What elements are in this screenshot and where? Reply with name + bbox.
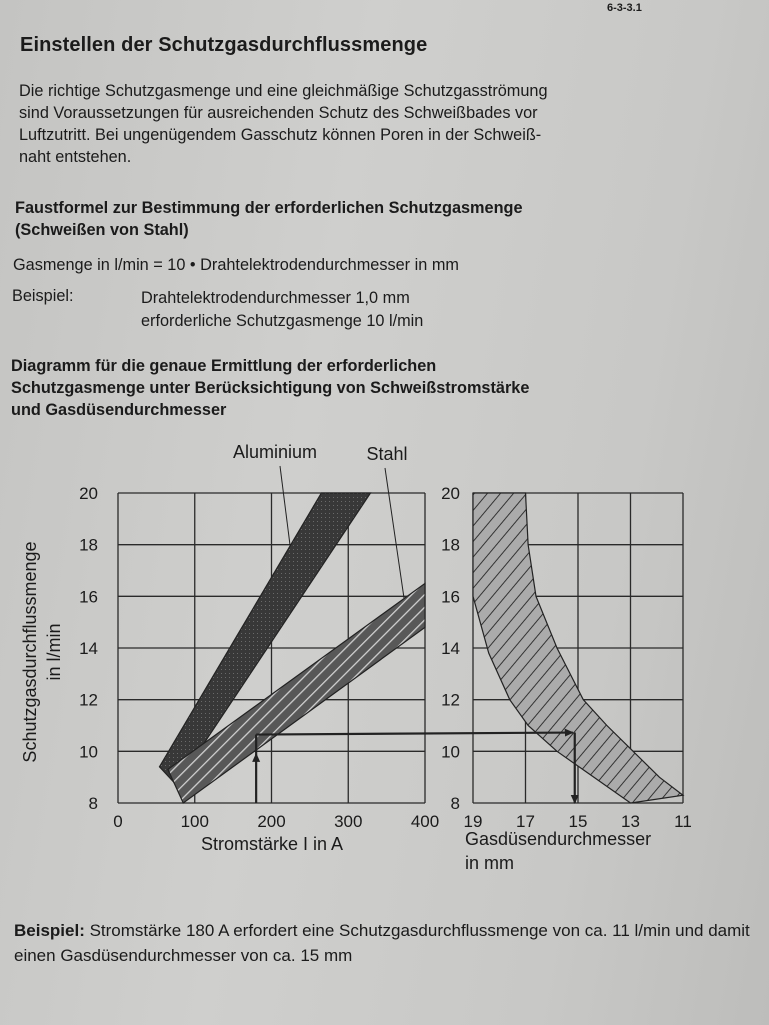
stahl-leader-line (384, 467, 405, 599)
y-tick-label: 14 (441, 639, 460, 658)
diagram-heading: Diagramm für die genaue Ermittlung der e… (11, 355, 529, 421)
heading-line: Diagramm für die genaue Ermittlung der e… (11, 357, 437, 375)
text-line: sind Voraussetzungen für ausreichenden S… (19, 104, 538, 122)
heading-line: und Gasdüsendurchmesser (11, 401, 227, 419)
bottom-example: Beispiel: Stromstärke 180 A erfordert ei… (14, 918, 764, 968)
y-axis-unit: in l/min (44, 623, 64, 680)
formula: Gasmenge in l/min = 10 • Drahtelektroden… (13, 256, 459, 274)
x-tick-label: 17 (516, 812, 535, 831)
example-arrow-flow (256, 728, 574, 737)
x-tick-label: 400 (411, 812, 439, 831)
example-lines: Drahtelektrodendurchmesser 1,0 mm erford… (141, 287, 423, 333)
y-tick-label: 12 (79, 691, 98, 710)
stahl-label: Stahl (366, 444, 407, 464)
text-line: Luftzutritt. Bei ungenügendem Gasschutz … (19, 126, 542, 144)
page-number: 6-3-3.1 (607, 2, 642, 14)
x-tick-label: 11 (674, 812, 692, 831)
aluminium-leader-line (279, 465, 291, 546)
example-line: Drahtelektrodendurchmesser 1,0 mm (141, 289, 410, 307)
y-axis-label: Schutzgasdurchflussmenge (20, 541, 40, 762)
y-tick-label: 16 (441, 587, 460, 606)
y-tick-label: 8 (451, 794, 460, 813)
stahl-band (167, 582, 426, 804)
y-tick-label: 18 (79, 536, 98, 555)
x-tick-label: 300 (334, 812, 362, 831)
nozzle-band (472, 492, 685, 804)
rule-heading: Faustformel zur Bestimmung der erforderl… (15, 197, 523, 241)
text-line: naht entstehen. (19, 148, 132, 166)
x-tick-label: 0 (113, 812, 122, 831)
x-tick-label: 100 (181, 812, 209, 831)
x-tick-label: 13 (621, 812, 640, 831)
intro-paragraph: Die richtige Schutzgasmenge und eine gle… (19, 80, 739, 168)
y-tick-label: 14 (79, 639, 98, 658)
y-tick-label: 10 (79, 742, 98, 761)
y-tick-label: 18 (441, 536, 460, 555)
x-axis-label: Gasdüsendurchmesser (465, 829, 651, 849)
aluminium-band (158, 492, 372, 786)
heading-line: Faustformel zur Bestimmung der erforderl… (15, 199, 523, 217)
bottom-example-text: Stromstärke 180 A erfordert eine Schutzg… (14, 921, 750, 965)
y-tick-label: 20 (441, 484, 460, 503)
x-axis-label: Stromstärke I in A (201, 834, 343, 854)
x-tick-label: 19 (464, 812, 483, 831)
text-line: Die richtige Schutzgasmenge und eine gle… (19, 82, 548, 100)
x-tick-label: 15 (569, 812, 588, 831)
bottom-example-label: Beispiel: (14, 921, 85, 940)
aluminium-label: Aluminium (233, 442, 317, 462)
x-tick-label: 200 (257, 812, 285, 831)
heading-line: Schutzgasmenge unter Berücksichtigung vo… (11, 379, 530, 397)
example-label: Beispiel: (12, 287, 74, 305)
page-title: Einstellen der Schutzgasdurchflussmenge (20, 34, 428, 56)
y-tick-label: 16 (79, 587, 98, 606)
y-tick-label: 12 (441, 691, 460, 710)
y-tick-label: 20 (79, 484, 98, 503)
heading-line: (Schweißen von Stahl) (15, 221, 189, 239)
y-tick-label: 10 (441, 742, 460, 761)
example-line: erforderliche Schutzgasmenge 10 l/min (141, 312, 424, 330)
x-axis-unit: in mm (465, 853, 514, 873)
y-tick-label: 8 (89, 794, 98, 813)
